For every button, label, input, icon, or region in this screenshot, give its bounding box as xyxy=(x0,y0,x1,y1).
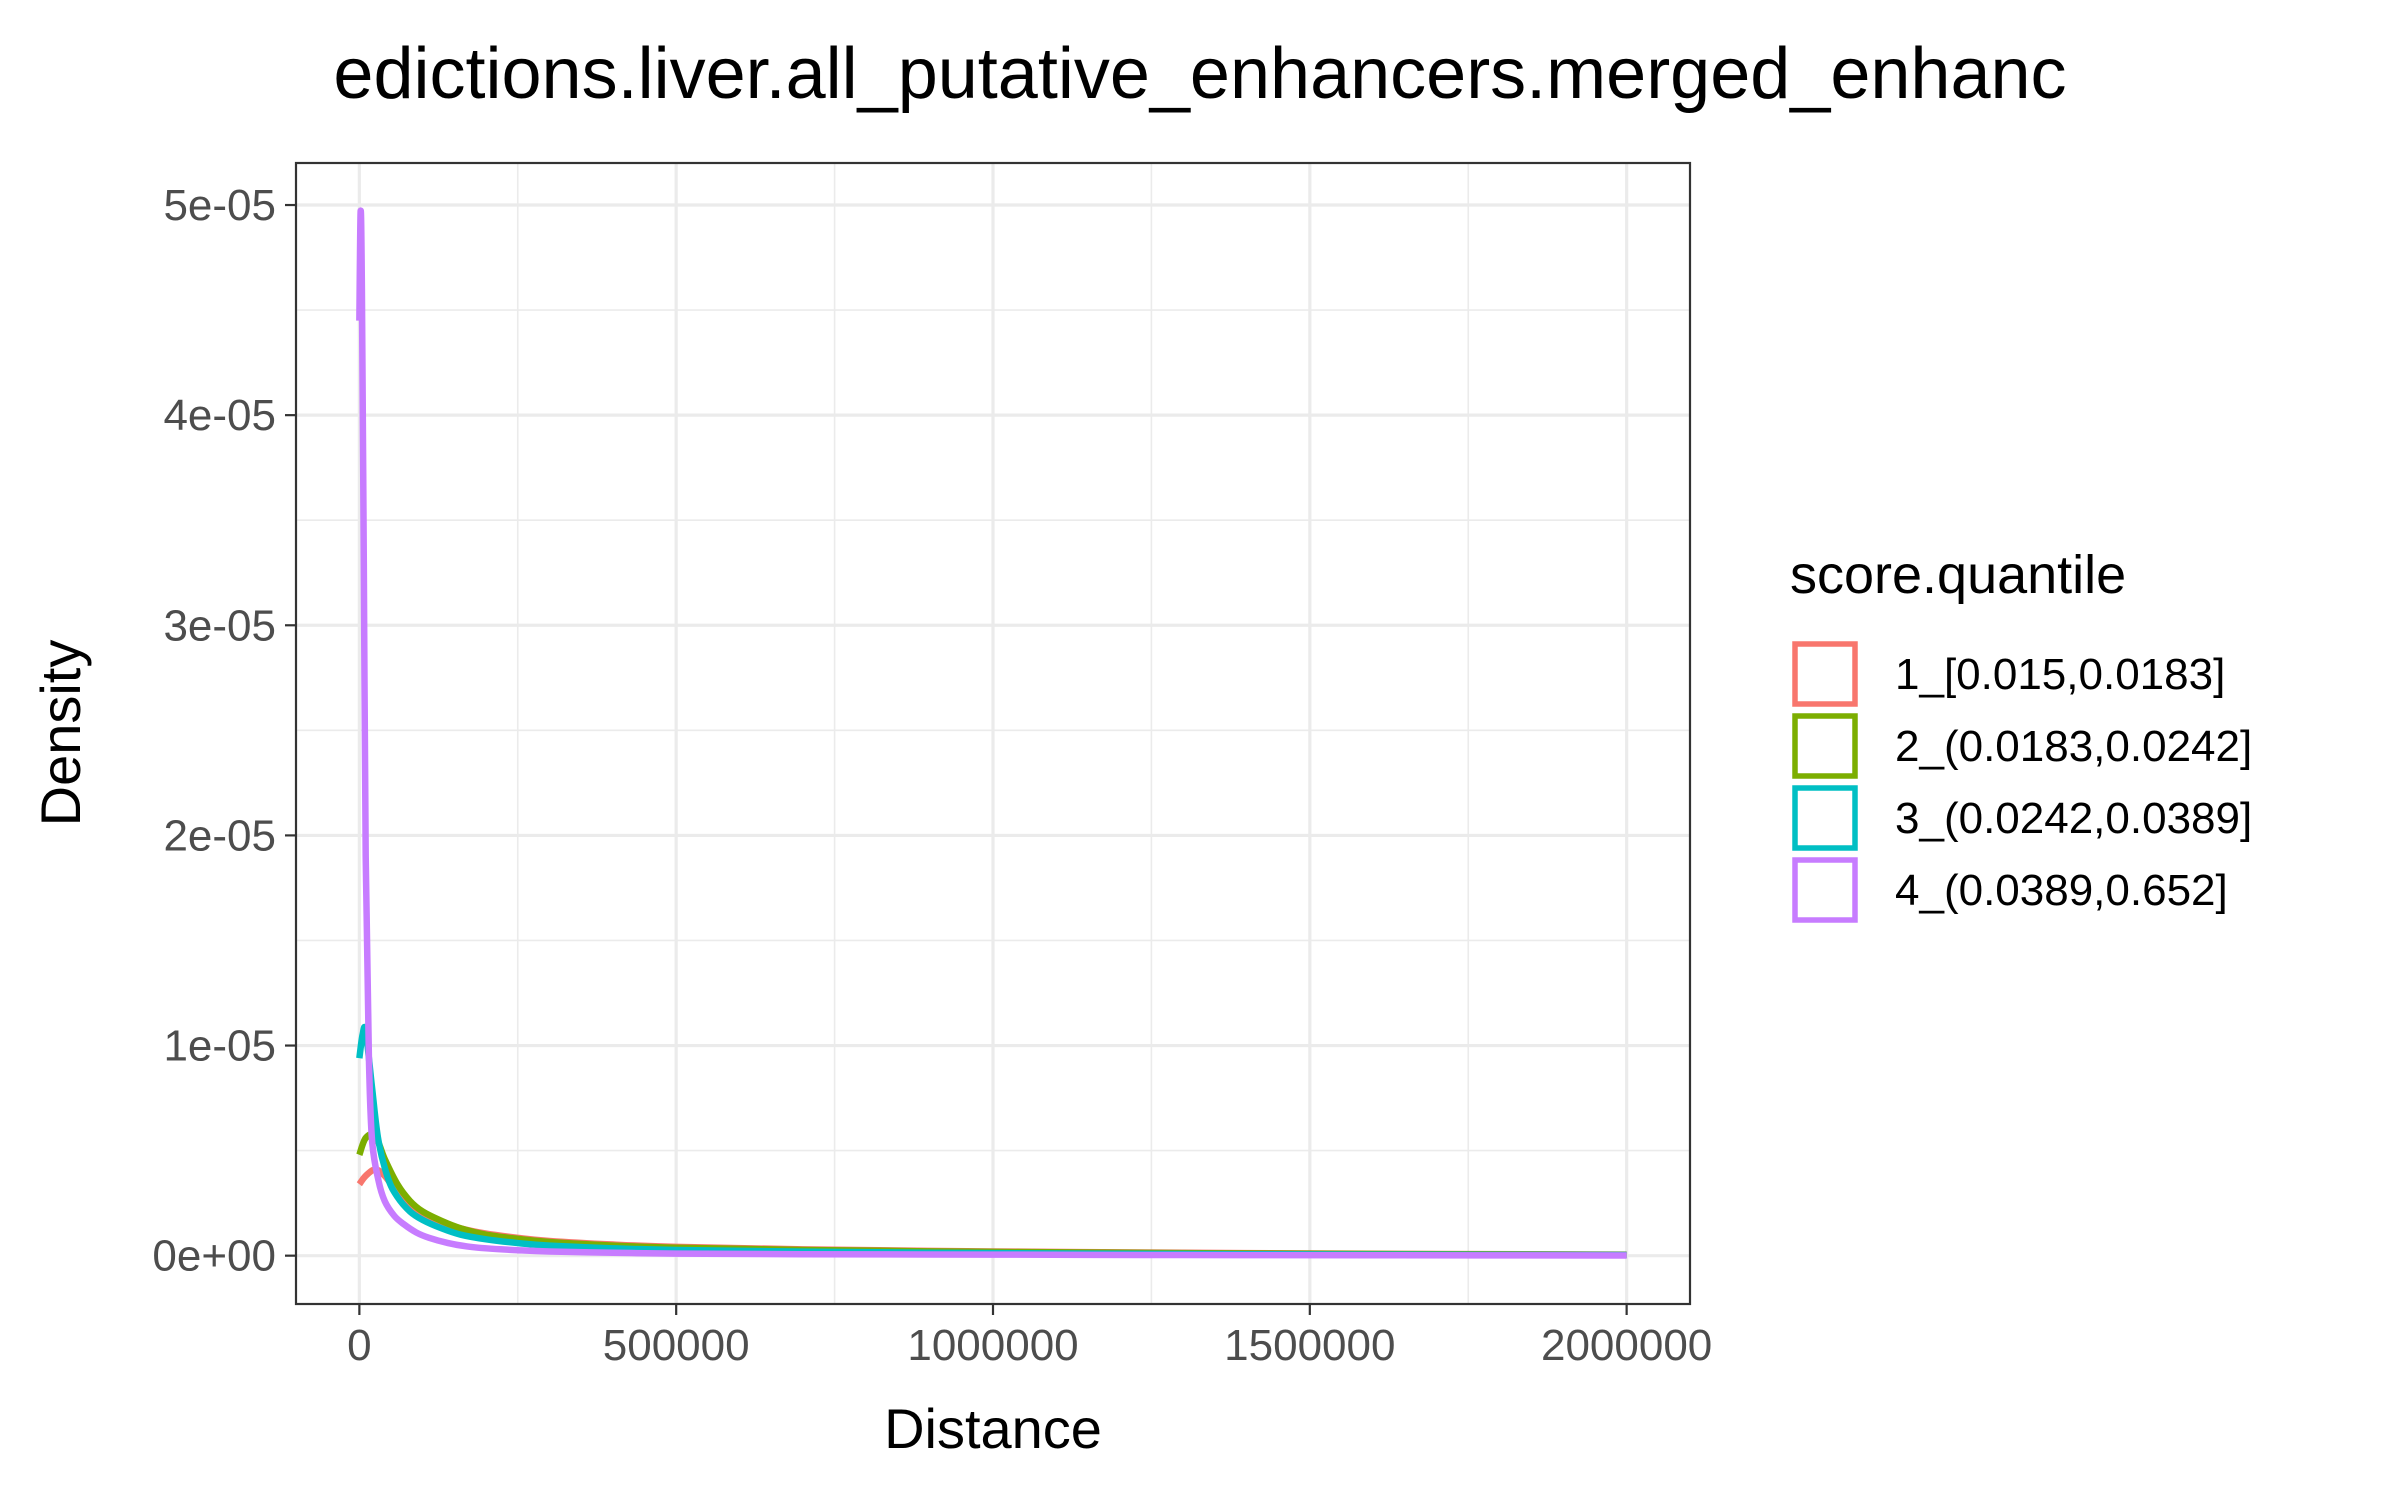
y-axis: 0e+00 1e-05 2e-05 3e-05 4e-05 5e-05 xyxy=(152,181,296,1281)
legend-key-3 xyxy=(1792,785,1858,851)
x-axis-label: Distance xyxy=(884,1397,1102,1460)
legend-key-1 xyxy=(1792,641,1858,707)
y-tick-label: 0e+00 xyxy=(152,1232,276,1281)
legend-title: score.quantile xyxy=(1790,545,2126,605)
legend-items: 1_[0.015,0.0183] 2_(0.0183,0.0242] 3_(0.02… xyxy=(1792,641,2252,923)
x-tick-label: 1500000 xyxy=(1224,1321,1395,1370)
legend-label-2: 2_(0.0183,0.0242] xyxy=(1895,722,2252,771)
x-tick-label: 1000000 xyxy=(907,1321,1078,1370)
y-tick-label: 5e-05 xyxy=(163,181,276,230)
chart-title: edictions.liver.all_putative_enhancers.m… xyxy=(333,34,2066,114)
legend-label-1: 1_[0.015,0.0183] xyxy=(1895,650,2225,699)
y-tick-label: 2e-05 xyxy=(163,811,276,860)
series-line-4 xyxy=(356,207,1627,1259)
y-tick-label: 4e-05 xyxy=(163,391,276,440)
legend-key-2 xyxy=(1792,713,1858,779)
x-axis: 0 500000 1000000 1500000 2000000 xyxy=(347,1304,1712,1370)
legend-label-3: 3_(0.0242,0.0389] xyxy=(1895,794,2252,843)
legend-label-4: 4_(0.0389,0.652] xyxy=(1895,866,2228,915)
legend-key-4 xyxy=(1792,857,1858,923)
y-tick-label: 3e-05 xyxy=(163,601,276,650)
x-tick-label: 0 xyxy=(347,1321,371,1370)
series-layer xyxy=(356,207,1627,1259)
legend: score.quantile 1_[0.015,0.0183] 2_(0.0183… xyxy=(1790,545,2252,923)
y-axis-label: Density xyxy=(29,640,92,827)
x-tick-label: 2000000 xyxy=(1541,1321,1712,1370)
x-tick-label: 500000 xyxy=(603,1321,750,1370)
y-tick-label: 1e-05 xyxy=(163,1022,276,1071)
